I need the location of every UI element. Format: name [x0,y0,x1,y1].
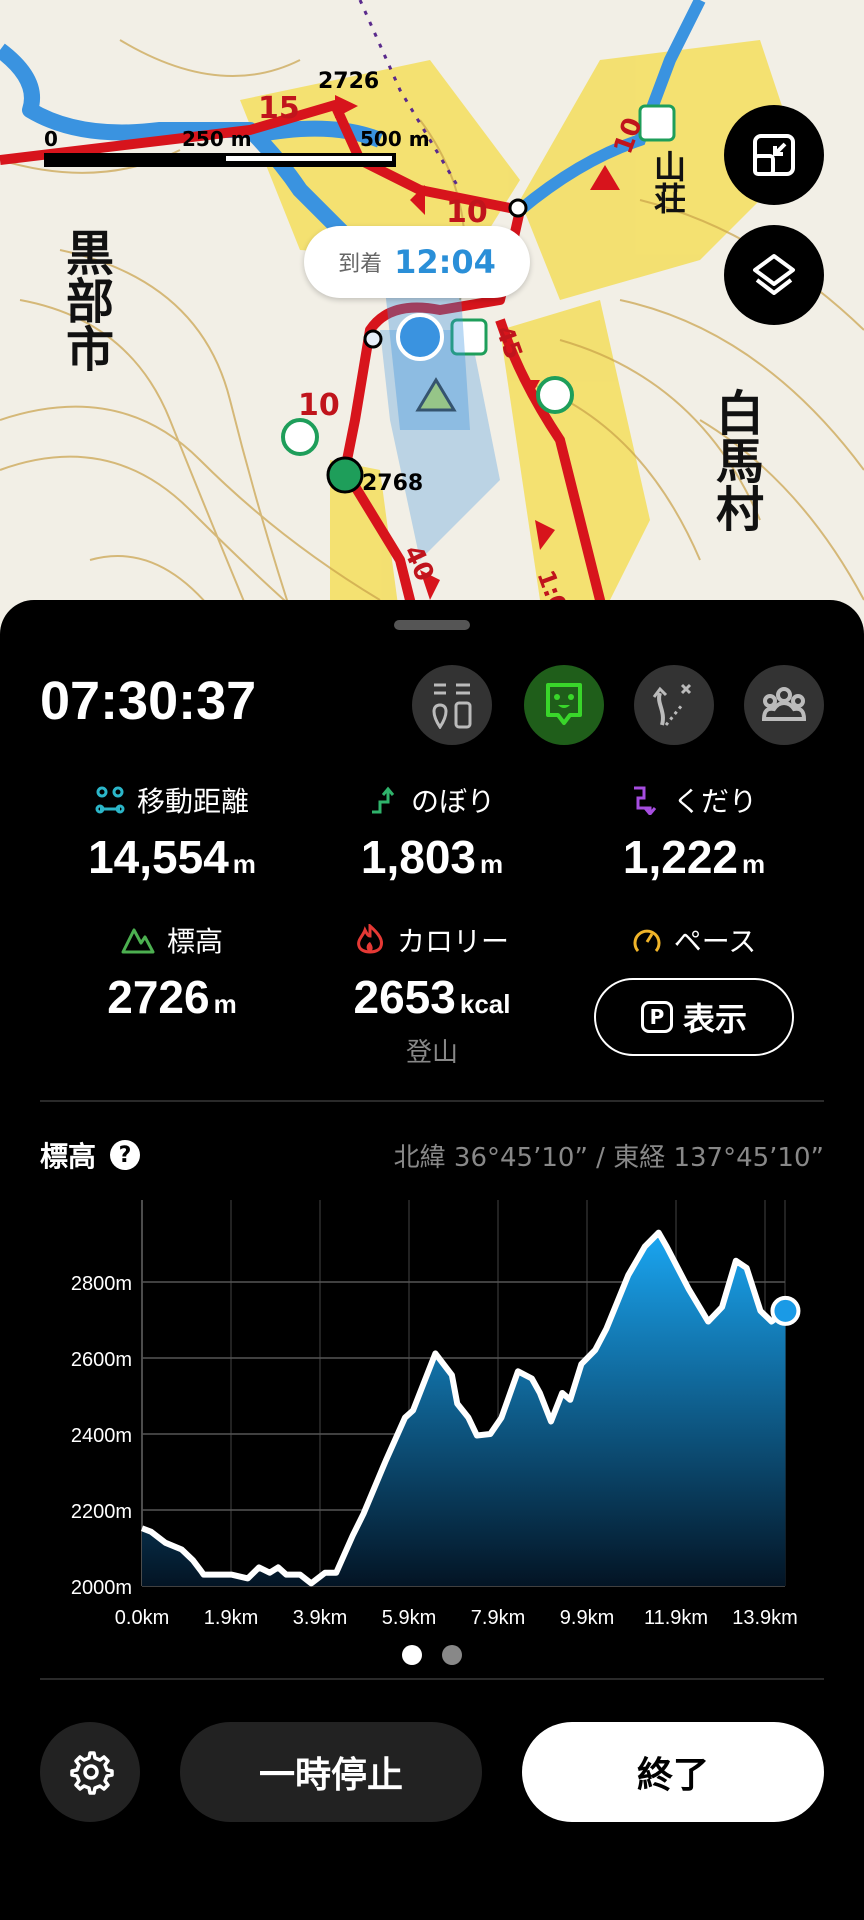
chat-button[interactable] [524,665,604,745]
markers-icon [432,683,472,729]
arrival-time: 12:04 [394,243,496,281]
drag-handle[interactable] [394,620,470,630]
pace-icon: P [640,1001,673,1033]
scale-label: 250 m [182,127,252,151]
peak-label: 2726 [318,69,379,94]
stat-value: 14,554 [88,831,229,883]
place-label: 山荘 [649,150,687,214]
page-indicator[interactable] [442,1645,462,1665]
flame-icon [357,924,383,954]
hut-marker [638,104,676,142]
help-icon[interactable]: ? [110,1140,141,1170]
trail-time: 10 [298,388,340,423]
stat-label: のぼり [410,785,495,818]
warning-marker [415,377,457,412]
x-tick-label: 13.9km [732,1607,798,1629]
fit-route-button[interactable] [724,105,824,205]
stat-elevation: 標高 2726 m [32,920,312,1024]
y-tick-label: 2800m [71,1273,132,1295]
y-tick-label: 2000m [71,1577,132,1599]
chat-icon [546,683,582,725]
coordinates: 北緯 36°45’10” / 東経 137°45’10” [393,1143,824,1173]
elapsed-time: 07:30:37 [40,671,257,731]
tracking-bottom-sheet: 07:30:37 移動距離 14,554 m のぼり 1,803 m くだり 1,2… [0,600,864,1920]
elevation-chart: 0.0km 1.9km 3.9km 5.9km 7.9km 9.9km 11.9km 13.9… [71,1200,801,1629]
stat-label: 移動距離 [136,785,249,818]
group-icon [761,687,807,721]
x-tick-label: 1.9km [204,1607,258,1629]
stat-value: 1,803 [360,831,476,883]
flower-marker [536,376,574,414]
arrival-label: 到着 [338,252,383,277]
elevation-chart-title: 標高 ? [40,1135,141,1175]
scale-label: 500 m [360,127,430,151]
stat-value: 2726 [107,971,210,1023]
x-tick-label: 11.9km [644,1607,708,1629]
distance-icon [95,786,125,814]
descent-icon [633,786,657,815]
map-view[interactable]: 0 250 m 500 m 2726 2768 15 10 10 10 45 4… [0,0,864,642]
stat-ascent: のぼり 1,803 m [292,780,572,884]
x-tick-label: 0.0km [115,1607,169,1629]
elevation-area [142,1232,786,1586]
x-tick-label: 5.9km [382,1607,436,1629]
current-location-icon [396,313,444,361]
x-tick-label: 7.9km [471,1607,525,1629]
stat-label: 標高 [166,925,223,958]
stat-unit: m [480,849,504,879]
trail-time: 10 [446,195,488,230]
stat-pace: ペース [554,920,834,960]
show-pace-button[interactable]: P 表示 [594,978,794,1056]
end-button[interactable]: 終了 [522,1722,824,1822]
ascent-icon [371,786,395,814]
group-button[interactable] [744,665,824,745]
route-button[interactable] [634,665,714,745]
stat-distance: 移動距離 14,554 m [32,780,312,884]
stat-value: 1,222 [622,831,738,883]
pause-button[interactable]: 一時停止 [180,1722,482,1822]
scale-label: 0 [44,127,58,151]
stat-label: カロリー [396,925,509,958]
place-label: 黒部市 [57,228,114,372]
layers-button[interactable] [724,225,824,325]
y-tick-label: 2600m [71,1349,132,1371]
activity-type: 登山 [405,1038,458,1068]
trail-time: 15 [258,91,300,126]
stat-unit: m [742,849,766,879]
divider [40,1678,824,1680]
current-position-point [770,1295,801,1326]
settings-button[interactable] [40,1722,140,1822]
stat-label: ペース [673,925,757,958]
place-label: 白馬村 [707,388,764,532]
hut-marker [450,318,488,356]
route-icon [652,683,692,726]
divider [40,1100,824,1102]
fit-route-icon [753,134,795,176]
stat-value: 2653 [353,971,456,1023]
gear-icon [70,1751,114,1795]
stat-unit: kcal [459,989,511,1019]
markers-button[interactable] [412,665,492,745]
peak-marker [326,456,364,494]
elevation-line [140,1229,788,1587]
mountain-icon [121,928,155,954]
y-tick-label: 2200m [71,1501,132,1523]
flower-marker [281,418,319,456]
stat-label: くだり [672,785,757,818]
page-indicator-active[interactable] [402,1645,422,1665]
y-tick-label: 2400m [71,1425,132,1447]
stat-unit: m [232,849,256,879]
x-tick-label: 3.9km [293,1607,347,1629]
arrival-time-bubble: 到着 12:04 [304,226,530,298]
topographic-map: 0 250 m 500 m 2726 2768 15 10 10 10 45 4… [0,0,864,642]
layers-icon [753,254,795,295]
chart-title-text: 標高 [40,1140,97,1173]
peak-label: 2768 [362,471,423,496]
stat-unit: m [213,989,237,1019]
show-pace-label: 表示 [682,1000,747,1038]
x-tick-label: 9.9km [560,1607,614,1629]
stat-calories: カロリー 2653 kcal 登山 [292,920,572,1069]
speedometer-icon [633,929,661,952]
stat-descent: くだり 1,222 m [554,780,834,884]
